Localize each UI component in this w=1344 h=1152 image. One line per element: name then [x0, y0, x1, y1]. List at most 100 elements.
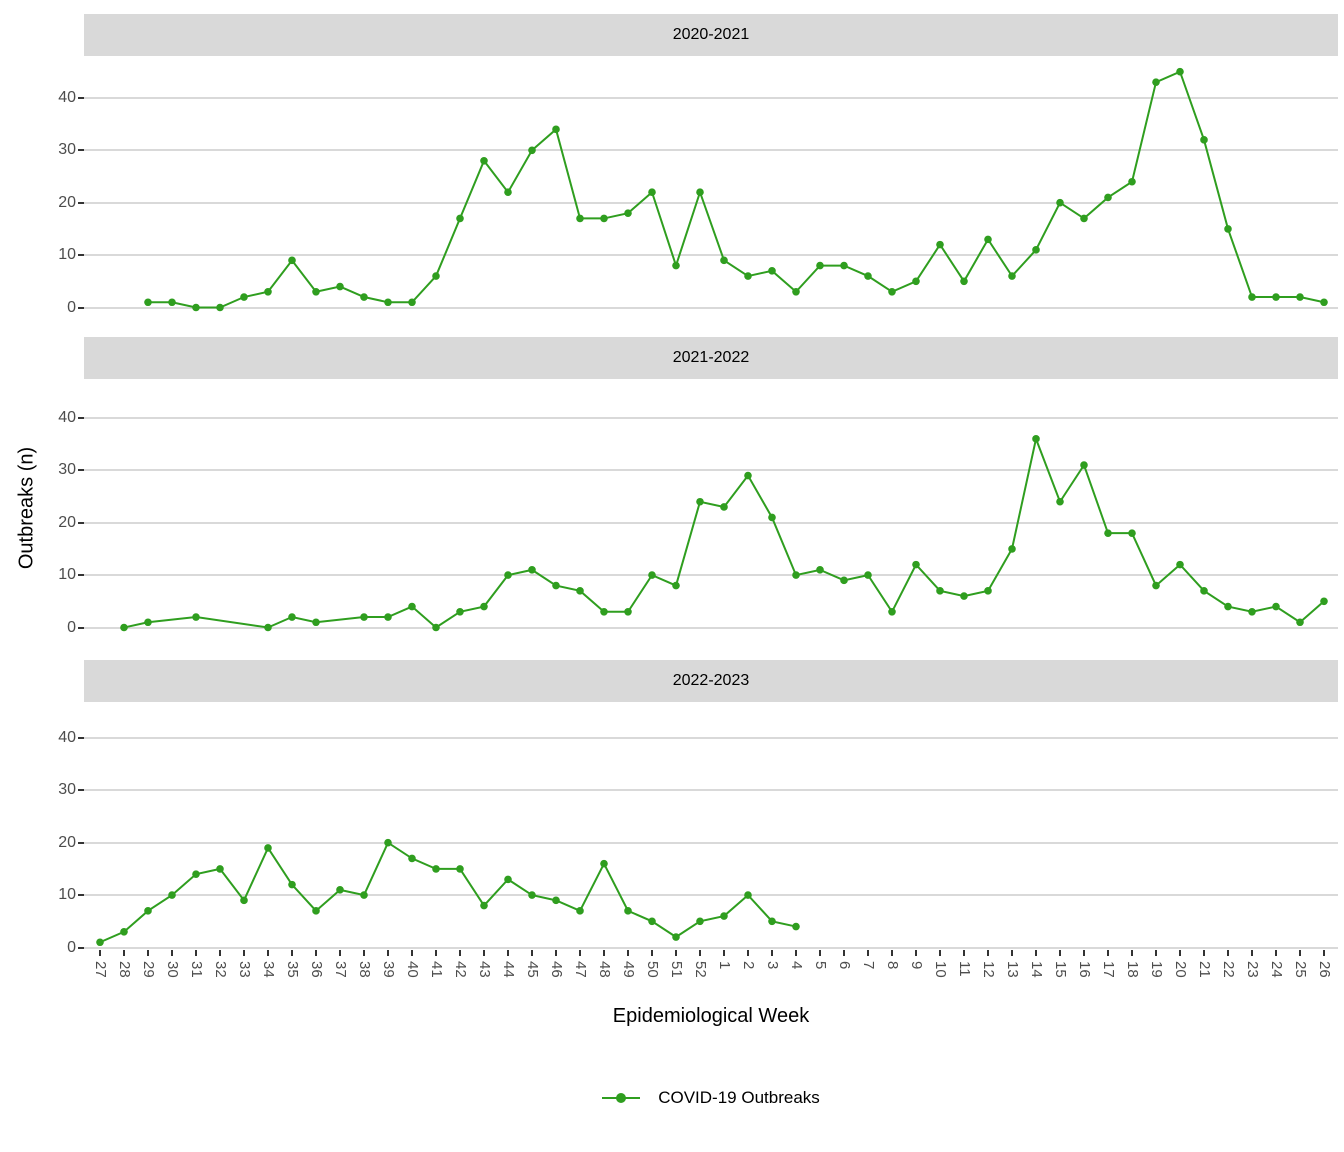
data-point — [384, 838, 392, 847]
data-point — [336, 886, 344, 894]
data-point — [768, 513, 776, 522]
x-tick-mark — [723, 950, 725, 956]
x-tick-mark — [219, 950, 221, 956]
x-tick-mark — [1179, 950, 1181, 956]
data-point — [720, 503, 728, 511]
data-point — [1200, 587, 1208, 595]
data-point — [1176, 67, 1184, 76]
y-tick-label: 10 — [58, 886, 76, 904]
x-tick-mark — [387, 950, 389, 956]
data-point — [264, 844, 272, 852]
data-point — [456, 865, 464, 873]
x-axis-title: Epidemiological Week — [612, 1005, 810, 1027]
x-tick-mark — [579, 950, 581, 956]
x-tick-label: 21 — [1196, 961, 1213, 978]
data-point — [408, 854, 416, 863]
y-tick-label: 10 — [58, 566, 76, 584]
y-tick-mark — [78, 149, 84, 152]
x-tick-label: 50 — [644, 961, 661, 978]
x-tick-label: 23 — [1244, 961, 1261, 978]
data-point — [768, 267, 776, 275]
data-point — [120, 623, 128, 632]
x-tick-mark — [1251, 950, 1253, 956]
x-tick-label: 2 — [740, 961, 757, 970]
y-tick-label: 30 — [58, 461, 76, 479]
x-tick-label: 4 — [788, 961, 805, 970]
y-tick-mark — [78, 306, 84, 309]
data-point — [888, 287, 896, 296]
x-tick-mark — [363, 950, 365, 956]
data-point — [792, 287, 800, 296]
data-point — [528, 146, 536, 155]
x-tick-mark — [795, 950, 797, 956]
data-point — [168, 891, 176, 899]
y-tick-mark — [78, 894, 84, 897]
x-tick-mark — [1131, 950, 1133, 956]
x-tick-label: 34 — [260, 961, 277, 978]
x-tick-label: 36 — [308, 961, 325, 978]
data-point — [576, 907, 584, 915]
x-tick-label: 13 — [1004, 961, 1021, 978]
x-tick-label: 6 — [836, 961, 853, 970]
legend: COVID-19 Outbreaks — [84, 1082, 1338, 1114]
x-tick-mark — [483, 950, 485, 956]
y-tick-label: 30 — [58, 141, 76, 159]
facet-strip-label: 2021-2022 — [672, 349, 750, 366]
gridline-y-0 — [84, 626, 1338, 629]
y-tick-label: 20 — [58, 513, 76, 531]
data-point — [288, 256, 296, 265]
x-tick-mark — [1227, 950, 1229, 956]
data-point — [552, 896, 560, 905]
x-tick-mark — [1155, 950, 1157, 956]
x-tick-mark — [675, 950, 677, 956]
x-tick-label: 5 — [812, 961, 829, 970]
y-tick-mark — [78, 736, 84, 739]
y-tick-label: 10 — [58, 246, 76, 264]
data-point — [192, 870, 200, 878]
data-point — [312, 287, 320, 296]
x-tick-label: 18 — [1124, 961, 1141, 978]
y-tick-mark — [78, 626, 84, 629]
x-tick-label: 27 — [92, 961, 109, 978]
series-covid19-outbreaks — [120, 435, 1328, 632]
data-point — [744, 272, 752, 280]
x-tick-mark — [243, 950, 245, 956]
x-tick-mark — [507, 950, 509, 956]
y-tick-mark — [78, 96, 84, 99]
data-point — [480, 156, 488, 165]
y-tick-mark — [78, 201, 84, 204]
x-tick-mark — [267, 950, 269, 956]
data-point — [720, 256, 728, 265]
gridline-y-30 — [84, 149, 1338, 152]
data-point — [504, 875, 512, 884]
data-point — [1056, 497, 1064, 506]
x-tick-mark — [315, 950, 317, 956]
data-point — [288, 880, 296, 889]
y-tick-label: 30 — [58, 781, 76, 799]
x-tick-label: 7 — [860, 961, 877, 970]
data-point — [984, 235, 992, 244]
x-tick-label: 30 — [164, 961, 181, 978]
legend-label: COVID-19 Outbreaks — [658, 1088, 820, 1107]
data-point — [744, 891, 752, 899]
y-tick-mark — [78, 946, 84, 949]
x-tick-mark — [603, 950, 605, 956]
data-point — [648, 917, 656, 926]
x-tick-mark — [147, 950, 149, 956]
data-point — [384, 613, 392, 621]
data-point — [1320, 298, 1328, 307]
data-point — [1224, 602, 1232, 611]
gridline-y-40 — [84, 96, 1338, 99]
series-covid19-outbreaks — [96, 838, 800, 947]
x-tick-mark — [123, 950, 125, 956]
x-tick-label: 47 — [572, 961, 589, 978]
facet-strip-2021-2022: 2021-2022 — [84, 337, 1338, 379]
data-point — [984, 587, 992, 595]
gridline-y-10 — [84, 574, 1338, 577]
data-point — [384, 298, 392, 307]
data-point — [432, 272, 440, 280]
facet-strip-2022-2023: 2022-2023 — [84, 660, 1338, 702]
x-tick-label: 19 — [1148, 961, 1165, 978]
x-tick-mark — [339, 950, 341, 956]
x-tick-mark — [939, 950, 941, 956]
